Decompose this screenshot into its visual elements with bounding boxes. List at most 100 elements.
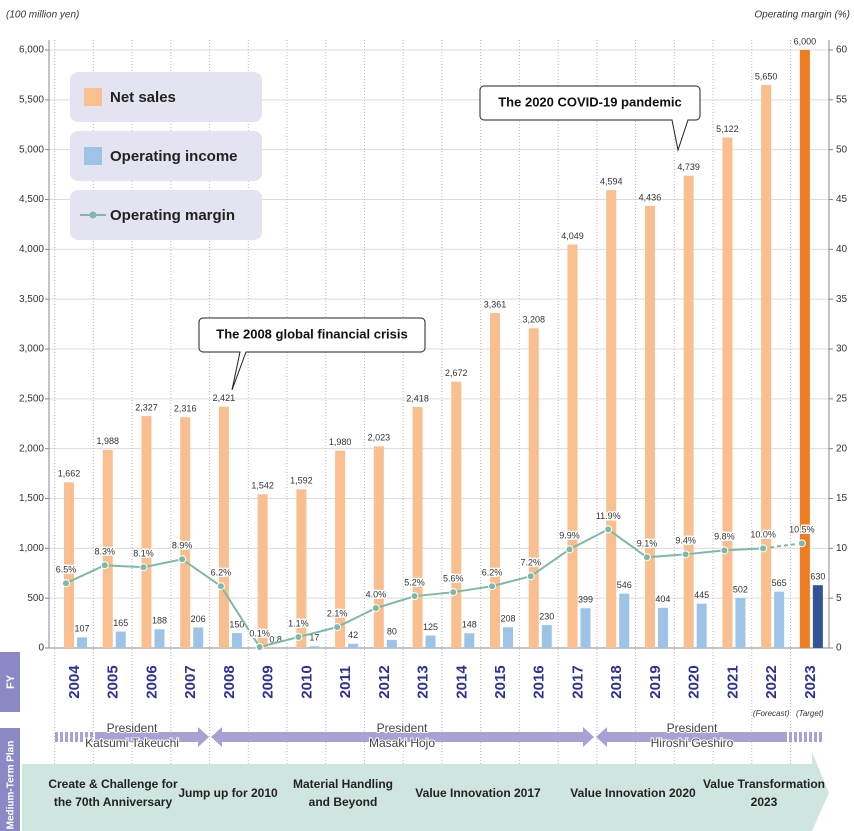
data-label: 404 (655, 594, 670, 604)
data-label: 4.0% (366, 590, 387, 600)
plan-name: Value Innovation 2017 (415, 786, 541, 800)
president-name: Hiroshi Geshiro (651, 736, 734, 750)
y2-tick-label: 25 (836, 393, 848, 404)
data-label: 3,208 (522, 315, 545, 325)
x-tick-label: 2020 (686, 665, 703, 698)
point (294, 633, 303, 642)
plan-name: Value Transformation (703, 777, 825, 791)
data-label: 1,542 (251, 481, 274, 491)
data-label: 206 (191, 614, 206, 624)
data-label: 148 (462, 620, 477, 630)
x-tick-label: 2018 (608, 665, 625, 698)
y-tick-label: 2,000 (19, 443, 44, 454)
bar (567, 244, 578, 649)
data-label: 4,594 (600, 177, 623, 187)
data-label: 2,023 (368, 433, 391, 443)
bar (761, 84, 772, 649)
data-label: 9.4% (675, 536, 696, 546)
president-name: Masaki Hojo (369, 736, 435, 750)
bar (309, 646, 320, 648)
data-label: 5,650 (755, 71, 778, 81)
bar (115, 631, 126, 648)
data-label: 3,361 (484, 299, 507, 309)
point (449, 588, 458, 597)
point (759, 544, 768, 553)
legend-label: Net sales (110, 89, 176, 106)
data-label: 165 (113, 618, 128, 628)
bar (580, 608, 591, 648)
x-tick-label: 2023 (802, 665, 819, 698)
x-tick-label: 2005 (105, 665, 122, 698)
data-label: 5.2% (404, 578, 425, 588)
annotation: The 2008 global financial crisis (216, 326, 407, 341)
president-arrow (95, 727, 209, 747)
data-label: 399 (578, 595, 593, 605)
y2-tick-label: 35 (836, 294, 848, 305)
plan-name: Jump up for 2010 (178, 786, 278, 800)
y2-tick-label: 55 (836, 94, 848, 105)
data-label: 1.1% (288, 618, 309, 628)
president-name: Katsumi Takeuchi (85, 736, 179, 750)
point (526, 572, 535, 581)
bar (141, 416, 152, 648)
data-label: 9.1% (637, 539, 658, 549)
y-tick-label: 4,500 (19, 194, 44, 205)
callout (198, 317, 426, 391)
data-label: 2,327 (135, 402, 158, 412)
data-label: 150 (229, 619, 244, 629)
bar (348, 643, 359, 648)
bar (193, 627, 204, 648)
bar (799, 50, 810, 648)
data-label: 6.2% (482, 568, 503, 578)
annotation: The 2020 COVID-19 pandemic (498, 94, 682, 109)
data-label: 8.9% (172, 541, 193, 551)
data-label: 188 (152, 616, 167, 626)
forecast-note: (Forecast) (753, 709, 790, 718)
bar (257, 494, 268, 648)
legend-label: Operating margin (110, 207, 235, 224)
point (488, 582, 497, 591)
data-label: 6.5% (56, 565, 77, 575)
plan-box (0, 728, 20, 831)
point (139, 563, 148, 572)
data-label: 107 (74, 624, 89, 634)
x-tick-label: 2009 (260, 665, 277, 698)
data-label: 4,049 (561, 231, 584, 241)
x-tick-label: 2022 (763, 665, 780, 698)
y2-tick-label: 20 (836, 443, 848, 454)
bar (77, 637, 87, 648)
bar (335, 450, 346, 648)
president-title: President (107, 721, 158, 735)
data-label: 1,988 (96, 436, 119, 446)
data-label: 2,672 (445, 368, 468, 378)
point (371, 604, 380, 613)
y2-tick-label: 10 (836, 543, 848, 554)
x-tick-label: 2011 (337, 666, 354, 699)
data-label: 125 (423, 622, 438, 632)
x-tick-label: 2015 (492, 665, 509, 698)
point (642, 553, 651, 562)
point (62, 579, 70, 588)
data-label: 6,000 (794, 36, 817, 46)
legend-box (70, 190, 262, 240)
y-tick-label: 4,000 (19, 244, 44, 255)
y-tick-label: 1,500 (19, 493, 44, 504)
point (100, 561, 109, 570)
x-tick-label: 2004 (66, 665, 83, 699)
data-label: 445 (694, 590, 709, 600)
plan-arrow (22, 752, 829, 831)
bar (696, 603, 707, 648)
x-tick-label: 2012 (376, 665, 393, 698)
data-label: 8.3% (94, 547, 115, 557)
bar (296, 489, 307, 648)
bar (812, 585, 823, 648)
point (410, 592, 419, 601)
bar (541, 625, 552, 648)
y2-tick-label: 50 (836, 144, 848, 155)
x-tick-label: 2017 (569, 665, 586, 698)
bar (64, 482, 74, 648)
legend-label: Operating income (110, 148, 238, 165)
bar (373, 446, 384, 648)
data-label: 630 (810, 572, 825, 582)
